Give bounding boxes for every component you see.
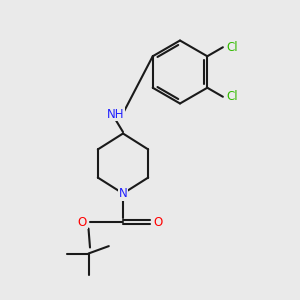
Text: NH: NH [107, 107, 124, 121]
Text: O: O [153, 215, 162, 229]
Text: Cl: Cl [227, 41, 238, 54]
Text: N: N [118, 187, 127, 200]
Text: O: O [78, 215, 87, 229]
Text: Cl: Cl [227, 90, 238, 103]
